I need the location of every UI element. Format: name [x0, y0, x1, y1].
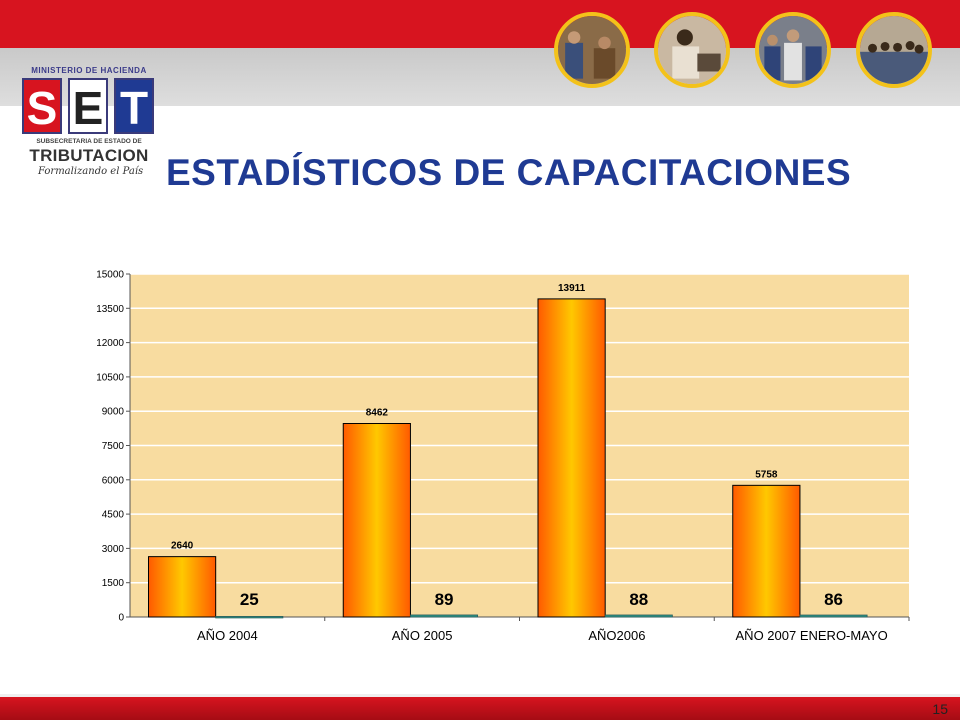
bar-primary: [342, 423, 411, 618]
bar-primary: [148, 556, 217, 618]
y-tick-label: 10500: [96, 372, 124, 383]
data-label-primary: 13911: [558, 283, 586, 294]
y-tick-label: 0: [118, 613, 124, 624]
x-tick-label: AÑO 2005: [392, 628, 453, 643]
page-number: 15: [932, 701, 948, 717]
y-tick-label: 3000: [102, 544, 125, 555]
logo-letter-t: T: [114, 78, 154, 134]
data-label-secondary: 89: [435, 590, 454, 609]
logo-letter-e: E: [68, 78, 108, 134]
logo-subtitle: SUBSECRETARIA DE ESTADO DE: [36, 138, 142, 145]
y-tick-label: 12000: [96, 338, 124, 349]
footer-line: [0, 694, 960, 697]
bar-secondary: [410, 614, 479, 618]
data-label-primary: 5758: [755, 469, 778, 480]
logo-name: TRIBUTACION: [29, 146, 149, 165]
photo-training-1: [554, 12, 630, 88]
y-tick-label: 15000: [96, 270, 124, 281]
y-tick-label: 4500: [102, 510, 125, 521]
page-title: ESTADÍSTICOS DE CAPACITACIONES: [166, 152, 852, 193]
x-tick-label: AÑO 2007 ENERO-MAYO: [736, 628, 888, 643]
footer-red-band: [0, 697, 960, 720]
y-tick-label: 6000: [102, 475, 125, 486]
bar-primary: [537, 298, 606, 618]
photo-training-2: [654, 12, 730, 88]
x-tick-label: AÑO2006: [588, 628, 645, 643]
photo-training-4: [856, 12, 932, 88]
y-tick-label: 9000: [102, 407, 125, 418]
set-logo: MINISTERIO DE HACIENDA S E T SUBSECRETAR…: [18, 66, 160, 188]
data-label-primary: 8462: [366, 408, 389, 419]
data-label-secondary: 25: [240, 590, 259, 609]
logo-letter-s: S: [22, 78, 62, 134]
y-tick-label: 13500: [96, 304, 124, 315]
logo-tagline: Formalizando el País: [38, 166, 144, 177]
bar-secondary: [215, 616, 284, 619]
data-label-secondary: 88: [629, 590, 648, 609]
data-label-primary: 2640: [171, 541, 194, 552]
y-tick-label: 1500: [102, 578, 125, 589]
bar-chart: 0 1500 3000 4500 6000 7500 9000 10500 12000 13500…: [96, 270, 910, 643]
data-label-secondary: 86: [824, 590, 843, 609]
y-tick-label: 7500: [102, 441, 125, 452]
bar-primary: [732, 484, 801, 618]
bar-secondary: [799, 614, 868, 618]
bar-secondary: [604, 614, 673, 618]
logo-ministry-text: MINISTERIO DE HACIENDA: [31, 66, 147, 75]
photo-training-3: [755, 12, 831, 88]
x-tick-label: AÑO 2004: [197, 628, 258, 643]
